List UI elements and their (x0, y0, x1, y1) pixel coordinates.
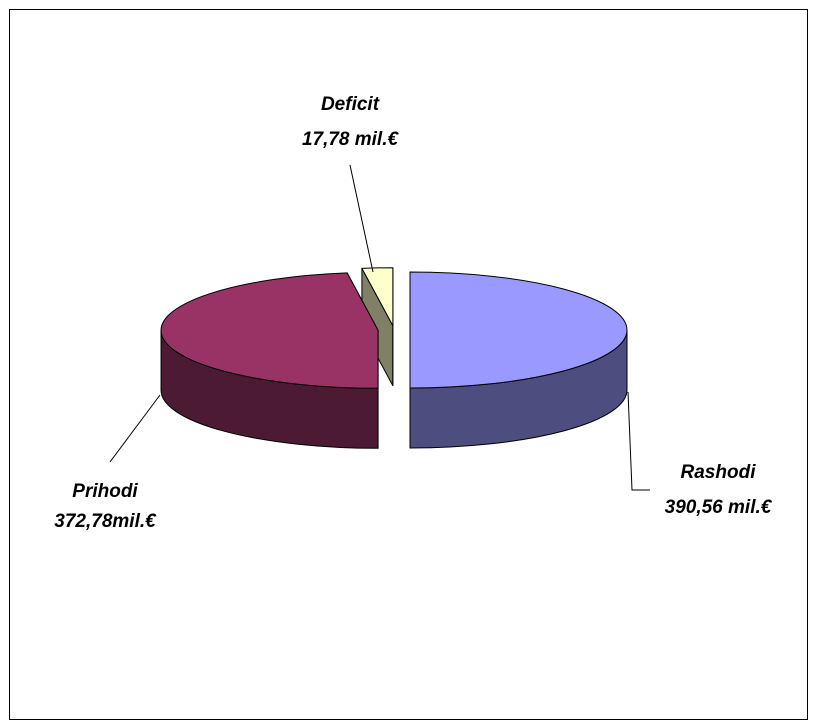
leader-line (109, 394, 161, 463)
chart-frame (9, 9, 808, 720)
slice (409, 271, 628, 389)
pie (160, 267, 628, 449)
slice-value-label: 372,78mil.€ (54, 511, 157, 532)
slice-label: Deficit (321, 94, 380, 115)
slice-value-label: 390,56 mil.€ (665, 497, 773, 518)
slice (160, 272, 379, 389)
slice-label: Prihodi (72, 481, 138, 502)
leader-line (627, 391, 650, 491)
slice (361, 267, 394, 326)
slice-value-label: 17,78 mil.€ (302, 129, 400, 150)
leader-line (349, 164, 374, 273)
slice-label: Rashodi (681, 462, 757, 483)
